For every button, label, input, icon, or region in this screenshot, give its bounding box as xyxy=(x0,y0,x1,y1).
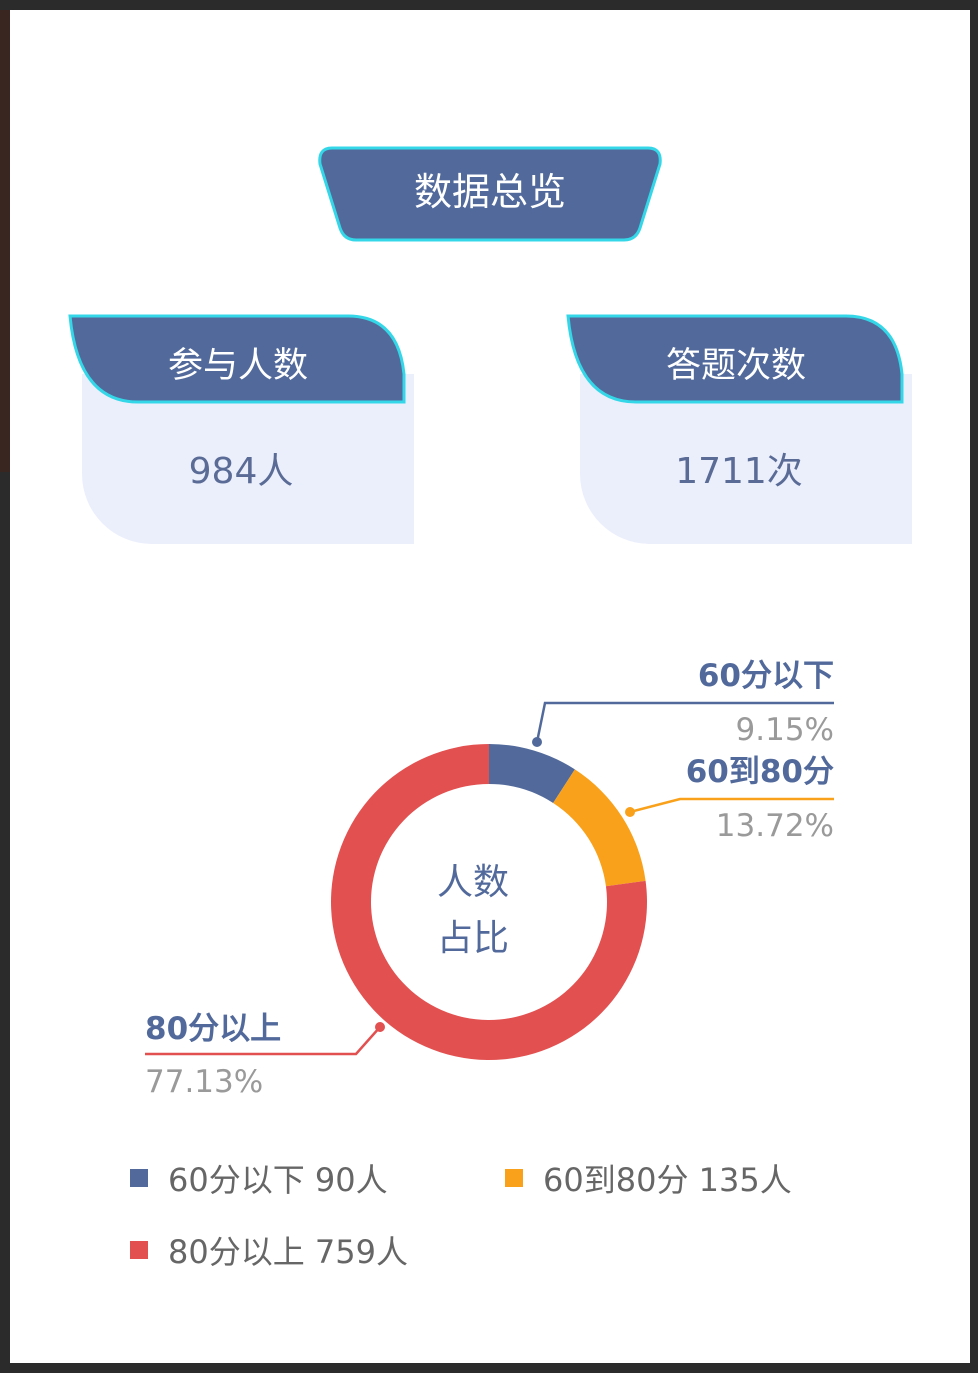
leader-dot-60-below xyxy=(532,737,542,747)
leader-dot-60-80 xyxy=(625,807,635,817)
card-header-shape xyxy=(68,314,406,404)
attempts-card: 答题次数 1711次 xyxy=(566,314,912,544)
slice-percent-60-below: 9.15% xyxy=(735,712,834,748)
center-label-line2: 占比 xyxy=(436,918,509,959)
donut-center-label: 人数 占比 xyxy=(420,855,526,967)
legend-label: 60到80分 135人 xyxy=(543,1161,792,1199)
slice-label-80-above: 80分以上 xyxy=(145,1011,282,1047)
legend-label: 80分以上 759人 xyxy=(168,1233,408,1271)
card-value: 984人 xyxy=(188,451,294,492)
slice-label-60-80: 60到80分 xyxy=(685,754,834,790)
card-label: 参与人数 xyxy=(167,346,308,386)
center-label-line1: 人数 xyxy=(436,862,509,903)
background-strip xyxy=(0,10,10,472)
slice-percent-80-above: 77.13% xyxy=(145,1064,264,1100)
donut-slice-1[interactable] xyxy=(489,744,575,803)
title-badge-shape xyxy=(318,146,662,242)
donut-slice-2[interactable] xyxy=(553,769,646,887)
legend-swatch xyxy=(130,1241,148,1259)
card-label: 答题次数 xyxy=(665,346,806,386)
leader-line-80-above xyxy=(145,1026,381,1056)
legend-item-60-below[interactable]: 60分以下 90人 xyxy=(130,1155,388,1201)
legend-item-80-above[interactable]: 80分以上 759人 xyxy=(130,1227,408,1273)
section-title-badge: 数据总览 xyxy=(318,146,662,242)
leader-dot-80-above xyxy=(375,1022,385,1032)
legend-item-60-80[interactable]: 60到80分 135人 xyxy=(505,1155,792,1201)
legend-swatch xyxy=(505,1169,523,1187)
card-value: 1711次 xyxy=(675,451,803,492)
legend-label: 60分以下 90人 xyxy=(168,1161,388,1199)
participants-card: 参与人数 984人 xyxy=(68,314,414,544)
card-header-shape xyxy=(566,314,904,404)
leader-line-60-80 xyxy=(629,797,834,814)
leader-line-60-below xyxy=(535,701,834,743)
section-title: 数据总览 xyxy=(413,170,566,214)
slice-percent-60-80: 13.72% xyxy=(715,808,834,844)
slice-label-60-below: 60分以下 xyxy=(697,658,834,694)
legend-swatch xyxy=(130,1169,148,1187)
